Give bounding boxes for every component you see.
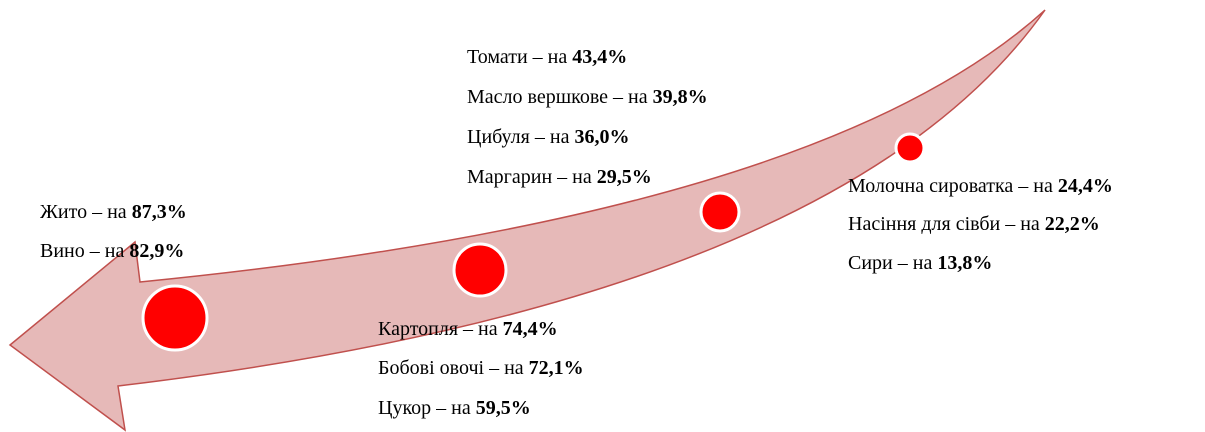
circle: [452, 242, 508, 298]
circle: [141, 284, 209, 352]
circle: [699, 191, 741, 233]
item-value: 74,4%: [503, 318, 558, 340]
item-text: Бобові овочі – на 72,1%: [378, 357, 584, 379]
item-text: Насіння для сівби – на 22,2%: [848, 213, 1100, 235]
item-value: 39,8%: [653, 86, 708, 108]
item-label: Цибуля – на: [467, 126, 570, 148]
item-label: Вино – на: [40, 240, 124, 262]
item-text: Картопля – на 74,4%: [378, 318, 558, 340]
item-label: Бобові овочі – на: [378, 357, 524, 379]
item-label: Жито – на: [40, 201, 127, 223]
item-label: Сири – на: [848, 252, 932, 274]
item-label: Масло вершкове – на: [467, 86, 648, 108]
item-label: Молочна сироватка – на: [848, 175, 1053, 197]
item-label: Картопля – на: [378, 318, 498, 340]
item-text: Молочна сироватка – на 24,4%: [848, 175, 1113, 197]
item-value: 29,5%: [597, 166, 652, 188]
item-text: Томати – на 43,4%: [467, 46, 627, 68]
item-label: Маргарин – на: [467, 166, 592, 188]
item-text: Сири – на 13,8%: [848, 252, 992, 274]
item-value: 87,3%: [132, 201, 187, 223]
item-label: Насіння для сівби – на: [848, 213, 1040, 235]
item-value: 24,4%: [1058, 175, 1113, 197]
item-label: Цукор – на: [378, 397, 471, 419]
item-label: Томати – на: [467, 46, 567, 68]
item-text: Масло вершкове – на 39,8%: [467, 86, 708, 108]
item-value: 36,0%: [574, 126, 629, 148]
item-text: Вино – на 82,9%: [40, 240, 184, 262]
item-value: 72,1%: [529, 357, 584, 379]
item-text: Цибуля – на 36,0%: [467, 126, 629, 148]
circle: [894, 132, 926, 164]
item-value: 22,2%: [1045, 213, 1100, 235]
item-value: 13,8%: [937, 252, 992, 274]
item-text: Маргарин – на 29,5%: [467, 166, 652, 188]
item-value: 59,5%: [476, 397, 531, 419]
item-value: 82,9%: [129, 240, 184, 262]
item-text: Жито – на 87,3%: [40, 201, 187, 223]
item-text: Цукор – на 59,5%: [378, 397, 531, 419]
curved-arrow: [8, 9, 1046, 432]
item-value: 43,4%: [572, 46, 627, 68]
circles: [141, 132, 926, 352]
